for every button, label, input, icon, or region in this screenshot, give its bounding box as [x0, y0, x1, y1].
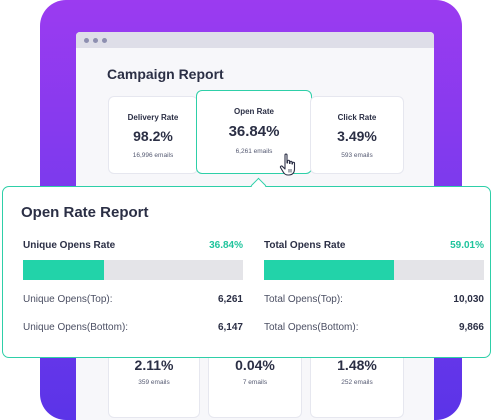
window-dot-icon [102, 37, 107, 43]
unique-opens-top-label: Unique Opens(Top): [23, 294, 113, 305]
delivery-rate-card[interactable]: Delivery Rate 98.2% 16,996 emails [108, 96, 198, 174]
card-sub: 252 emails [341, 379, 373, 386]
total-opens-rate-value: 59.01% [450, 240, 484, 251]
report-title: Open Rate Report [21, 204, 149, 221]
unique-opens-progress-fill [23, 260, 105, 280]
hand-pointer-icon [279, 153, 296, 176]
page-title: Campaign Report [107, 66, 224, 82]
card-label: Click Rate [337, 113, 377, 122]
unique-opens-top-value: 6,261 [217, 294, 243, 305]
card-value: 3.49% [337, 128, 377, 144]
card-sub: 7 emails [242, 379, 268, 386]
unique-opens-top-row: Unique Opens(Top): 6,261 [23, 294, 243, 305]
card-value: 2.11% [134, 357, 174, 373]
unique-opens-bottom-row: Unique Opens(Bottom): 6,147 [23, 322, 243, 333]
unique-opens-rate-label: Unique Opens Rate [23, 240, 116, 251]
total-opens-top-value: 10,030 [453, 294, 484, 305]
card-sub: 593 emails [341, 152, 373, 159]
unique-opens-section: Unique Opens Rate 36.84% Unique Opens(To… [23, 240, 243, 333]
browser-title-bar [76, 32, 434, 48]
window-dot-icon [84, 37, 89, 43]
open-rate-report-panel: Open Rate Report Unique Opens Rate 36.84… [2, 186, 491, 358]
card-value: 98.2% [133, 128, 173, 144]
total-opens-rate-label: Total Opens Rate [264, 240, 346, 251]
unique-opens-rate-value: 36.84% [209, 240, 243, 251]
unique-opens-progress-bar [23, 260, 243, 280]
total-opens-progress-fill [264, 260, 394, 280]
total-opens-bottom-value: 9,866 [458, 322, 484, 333]
unique-opens-bottom-value: 6,147 [217, 322, 243, 333]
total-opens-progress-bar [264, 260, 484, 280]
click-rate-card[interactable]: Click Rate 3.49% 593 emails [310, 96, 404, 174]
open-rate-card[interactable]: Open Rate 36.84% 6,261 emails [196, 90, 312, 174]
card-sub: 359 emails [138, 379, 170, 386]
card-value: 1.48% [337, 357, 377, 373]
card-label: Open Rate [233, 107, 274, 116]
card-value: 0.04% [235, 357, 275, 373]
card-sub: 6,261 emails [235, 148, 273, 155]
card-label: Delivery Rate [127, 113, 179, 122]
total-opens-bottom-label: Total Opens(Bottom): [264, 322, 359, 333]
total-opens-top-row: Total Opens(Top): 10,030 [264, 294, 484, 305]
card-sub: 16,996 emails [132, 152, 174, 159]
unique-opens-bottom-label: Unique Opens(Bottom): [23, 322, 129, 333]
total-opens-section: Total Opens Rate 59.01% Total Opens(Top)… [264, 240, 484, 333]
total-opens-bottom-row: Total Opens(Bottom): 9,866 [264, 322, 484, 333]
window-dot-icon [93, 37, 98, 43]
card-value: 36.84% [228, 123, 280, 140]
total-opens-top-label: Total Opens(Top): [264, 294, 343, 305]
